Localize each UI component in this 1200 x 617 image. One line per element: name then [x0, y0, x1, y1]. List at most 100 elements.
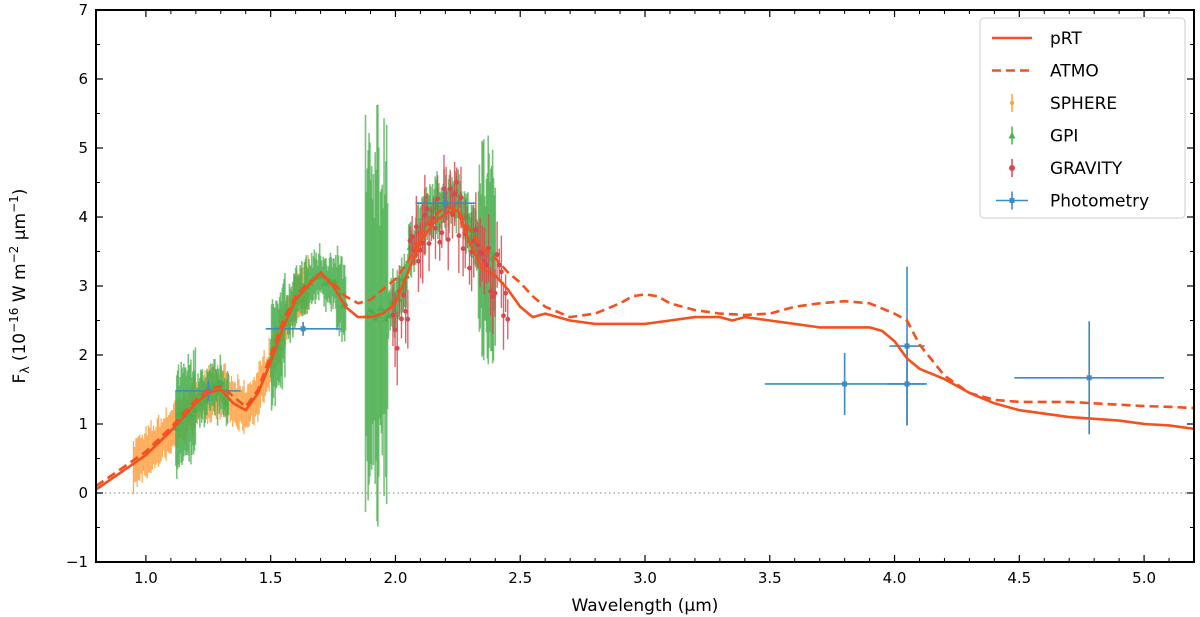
y-tick-label: 7: [78, 1, 88, 19]
gravity-marker: [454, 179, 460, 185]
gravity-marker: [496, 262, 502, 268]
gravity-marker: [473, 227, 479, 233]
gravity-marker: [433, 225, 438, 231]
legend-entry: pRT: [992, 29, 1082, 49]
gravity-marker: [492, 290, 498, 296]
gravity-marker: [437, 239, 443, 245]
gravity-marker: [420, 240, 426, 246]
photometry-marker: [842, 381, 848, 387]
gravity-marker: [445, 237, 451, 242]
gravity-marker: [447, 186, 453, 192]
x-tick-label: 2.5: [508, 569, 532, 587]
y-tick-label: 2: [78, 346, 88, 364]
gravity-marker: [488, 288, 494, 294]
legend-label: SPHERE: [1050, 94, 1117, 114]
y-title-mid1: W m: [10, 263, 30, 307]
gravity-marker: [452, 191, 458, 197]
legend-entry: Photometry: [996, 191, 1149, 212]
gravity-data: [390, 154, 511, 386]
photometry-marker: [1086, 375, 1092, 381]
gravity-marker: [439, 230, 445, 236]
x-tick-label: 5.0: [1132, 569, 1156, 587]
gravity-marker: [426, 241, 432, 246]
gravity-marker: [409, 234, 415, 239]
y-tick-label: 1: [78, 415, 88, 433]
y-title-base: F: [10, 374, 30, 384]
y-tick-label: 0: [78, 484, 88, 502]
gravity-marker: [407, 238, 413, 244]
gravity-marker: [501, 313, 506, 319]
y-title-end: ): [10, 189, 30, 196]
x-tick-label: 4.5: [1007, 569, 1031, 587]
gravity-marker: [418, 247, 423, 253]
y-tick-label: 3: [78, 277, 88, 295]
legend-entry: ATMO: [992, 62, 1099, 82]
legend-label: Photometry: [1050, 192, 1149, 212]
gravity-marker: [416, 258, 421, 264]
model-line-prt: [96, 208, 1194, 491]
x-tick-label: 1.0: [134, 569, 158, 587]
x-tick-label: 1.5: [259, 569, 283, 587]
model-spectra: [96, 205, 1194, 491]
gravity-marker: [484, 262, 489, 268]
gravity-marker: [390, 312, 396, 318]
model-line-atmo: [96, 205, 1194, 488]
legend-swatch-sphere-marker: [1010, 101, 1014, 105]
x-tick-label: 3.5: [758, 569, 782, 587]
x-tick-label: 4.0: [883, 569, 907, 587]
gravity-marker: [401, 292, 406, 298]
y-tick-label: 5: [78, 139, 88, 157]
x-tick-label: 2.0: [384, 569, 408, 587]
legend-swatch-gravity-marker: [1009, 165, 1015, 171]
photometry-marker: [300, 326, 306, 332]
gravity-marker: [394, 345, 400, 351]
gravity-marker: [403, 308, 409, 314]
gravity-marker: [450, 212, 455, 218]
gravity-marker: [413, 224, 419, 230]
legend-box: [979, 17, 1186, 219]
gravity-marker: [498, 269, 504, 275]
gravity-marker: [399, 316, 404, 322]
gravity-marker: [475, 242, 481, 248]
y-title-prefix: (10: [10, 333, 30, 367]
photometry-marker: [904, 381, 910, 387]
gravity-marker: [479, 251, 485, 256]
y-tick-label: 4: [78, 208, 88, 226]
x-axis-title: Wavelength (μm): [572, 596, 719, 616]
gravity-marker: [392, 327, 398, 333]
legend-entry: SPHERE: [1010, 94, 1117, 114]
gravity-marker: [481, 258, 487, 264]
legend-entry: GRAVITY: [1009, 159, 1123, 179]
gravity-marker: [460, 246, 466, 252]
y-title-exp3: −1: [7, 195, 21, 213]
photometry-marker: [442, 200, 448, 206]
y-title-sub: λ: [18, 367, 32, 374]
gravity-marker: [486, 245, 492, 251]
gravity-marker: [422, 212, 428, 218]
gravity-marker: [471, 238, 477, 244]
y-title-exp1: −16: [7, 308, 21, 333]
gravity-marker: [456, 233, 462, 239]
gpi-data: [172, 104, 498, 527]
photometry-data: [175, 189, 1165, 435]
gravity-marker: [467, 265, 472, 271]
legend: pRT ATMO SPHERE GPI GRAVITY Photometry: [979, 17, 1186, 219]
legend-label: GRAVITY: [1050, 159, 1123, 179]
x-tick-label: 3.0: [633, 569, 657, 587]
y-tick-label: −1: [66, 553, 88, 571]
y-axis-title: Fλ (10−16 W m−2 μm−1): [7, 189, 32, 384]
gravity-marker: [424, 206, 430, 212]
gravity-marker: [435, 196, 440, 202]
legend-label: pRT: [1050, 29, 1082, 49]
legend-label: GPI: [1050, 127, 1078, 147]
gravity-marker: [458, 195, 464, 200]
axis-ticks: 1.0 1.5 2.0 2.5 3.0 3.5 4.0 4.5 5.0 −1 0 1 2 3 4 5 6 7: [66, 1, 1195, 587]
legend-label: ATMO: [1050, 62, 1099, 82]
y-title-mid2: μm: [10, 213, 30, 246]
y-title-exp2: −2: [7, 246, 21, 264]
gravity-marker: [503, 290, 509, 296]
gravity-marker: [494, 252, 500, 258]
gravity-marker: [505, 316, 511, 322]
legend-swatch-gpi-marker: [1008, 132, 1016, 139]
